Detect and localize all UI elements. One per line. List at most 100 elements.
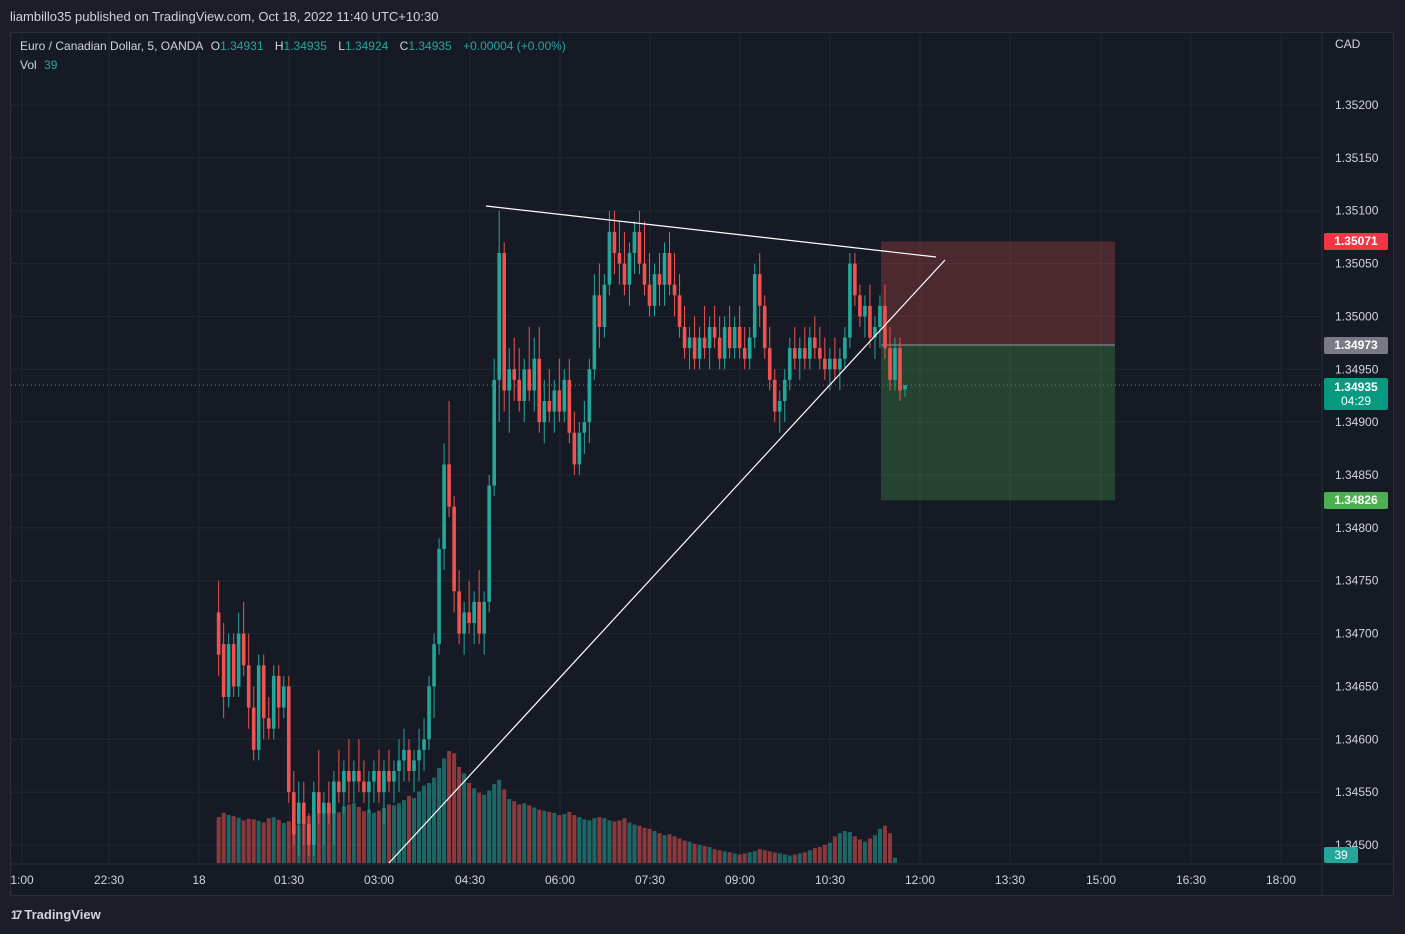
volume-bar: [326, 807, 331, 863]
candle-body: [397, 760, 401, 771]
volume-bar: [682, 840, 687, 863]
candle-body: [226, 644, 231, 697]
volume-bar: [792, 854, 797, 863]
volume-bar: [702, 845, 707, 863]
candle-body: [467, 612, 471, 623]
candle-body: [362, 781, 366, 793]
candle-body: [732, 327, 737, 349]
candle-body: [502, 253, 506, 391]
symbol-name[interactable]: Euro / Canadian Dollar, 5, OANDA: [20, 39, 204, 53]
time-tick-label: 06:00: [545, 873, 575, 887]
volume-bar: [837, 833, 842, 863]
candle-body: [462, 612, 466, 634]
time-tick-label: 16:30: [1176, 873, 1206, 887]
volume-bar: [587, 820, 592, 863]
volume-bar: [707, 847, 712, 863]
candle-body: [442, 464, 446, 549]
volume-bar: [862, 841, 867, 863]
volume-bar: [852, 836, 857, 863]
candle-body: [457, 591, 461, 634]
tradingview-logo[interactable]: 17 TradingView: [11, 907, 101, 922]
volume-label[interactable]: Vol: [20, 58, 37, 72]
candle-body: [337, 781, 341, 793]
time-tick-label: 12:00: [905, 873, 935, 887]
volume-bar: [672, 836, 677, 863]
volume-bar: [512, 801, 517, 863]
candle-body: [622, 263, 627, 285]
candle-body: [266, 718, 271, 729]
volume-bar: [537, 809, 542, 863]
time-tick-label: 18:00: [1266, 873, 1296, 887]
volume-bar: [492, 784, 497, 863]
candle-body: [717, 337, 722, 359]
volume-bar: [892, 857, 897, 863]
candle-body: [276, 675, 281, 708]
volume-bar: [787, 855, 792, 863]
candle-body: [782, 379, 787, 401]
candle-body: [422, 739, 426, 750]
chart-frame[interactable]: [10, 32, 1394, 896]
price-tick-label: 1.34650: [1335, 679, 1379, 693]
current-price-value: 1.34935: [1334, 380, 1378, 394]
volume-bar: [261, 822, 266, 863]
volume-bar: [617, 820, 622, 863]
candle-body: [432, 644, 436, 687]
volume-bar: [622, 818, 627, 863]
volume-bar: [472, 788, 477, 863]
volume-bar: [557, 815, 562, 863]
candle-body: [582, 422, 587, 433]
candle-body: [246, 665, 251, 708]
volume-bar: [341, 806, 346, 863]
volume-price-tag: 39: [1324, 847, 1358, 863]
candle-body: [823, 358, 827, 370]
current-price-tag: 1.34935 04:29: [1324, 378, 1388, 410]
candle-body: [752, 274, 757, 338]
candle-body: [472, 601, 476, 623]
candle-body: [271, 675, 276, 729]
candle-body: [302, 802, 306, 824]
candle-body: [537, 358, 542, 423]
candle-body: [291, 792, 296, 835]
candle-body: [327, 802, 331, 814]
price-tick-label: 1.34550: [1335, 785, 1379, 799]
time-tick-label: 18: [192, 873, 206, 887]
time-tick-label: 13:30: [995, 873, 1025, 887]
time-tick-label: 1:00: [10, 873, 34, 887]
candle-body: [281, 686, 286, 708]
volume-bar: [727, 852, 732, 863]
candle-body: [216, 612, 221, 655]
candle-body: [627, 253, 632, 285]
volume-bar: [236, 817, 241, 863]
candle-body: [888, 348, 892, 380]
candle-body: [562, 379, 567, 412]
candle-body: [808, 337, 812, 359]
volume-bar: [647, 828, 652, 863]
volume-bar: [221, 812, 226, 863]
volume-bar: [276, 819, 281, 863]
volume-bar: [857, 839, 862, 863]
trendline-resistance: [485, 205, 937, 258]
volume-bar: [692, 843, 697, 863]
candle-body: [482, 601, 486, 634]
volume-bar: [612, 821, 617, 863]
candle-body: [597, 295, 602, 327]
volume-bar: [482, 794, 487, 863]
volume-bar: [822, 844, 827, 863]
stop-loss-zone: [881, 241, 1115, 345]
candle-body: [878, 305, 882, 327]
volume-bar: [827, 842, 832, 863]
volume-bar: [502, 789, 507, 863]
candle-body: [572, 432, 577, 465]
volume-bar: [417, 791, 422, 863]
candle-body: [332, 781, 336, 814]
candle-body: [642, 263, 647, 285]
volume-bar: [391, 805, 396, 863]
high-label: H: [274, 39, 284, 53]
candle-body: [883, 305, 887, 349]
volume-bar: [402, 800, 406, 863]
volume-bar: [602, 818, 607, 863]
candle-body: [387, 771, 391, 782]
volume-bar: [717, 850, 722, 863]
candle-body: [632, 231, 637, 253]
